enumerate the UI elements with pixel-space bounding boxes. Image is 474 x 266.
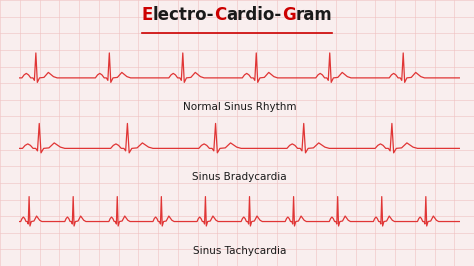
- Text: lectro-: lectro-: [153, 6, 214, 24]
- Text: Sinus Tachycardia: Sinus Tachycardia: [193, 246, 286, 256]
- Text: C: C: [214, 6, 227, 24]
- Text: ardio-: ardio-: [227, 6, 282, 24]
- Text: E: E: [142, 6, 153, 24]
- Text: Sinus Bradycardia: Sinus Bradycardia: [192, 172, 287, 182]
- Text: Normal Sinus Rhythm: Normal Sinus Rhythm: [182, 102, 296, 112]
- Text: ram: ram: [296, 6, 332, 24]
- Text: G: G: [282, 6, 296, 24]
